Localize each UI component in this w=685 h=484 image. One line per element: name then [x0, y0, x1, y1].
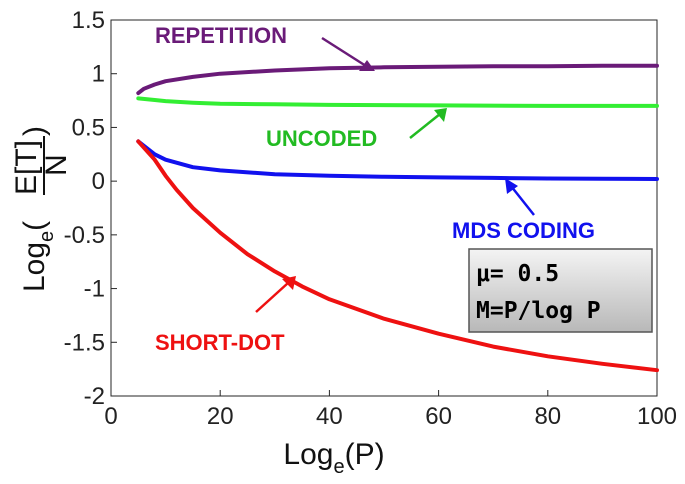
x-axis-label: Loge(P)	[283, 438, 384, 478]
y-tick-label: -1.5	[64, 329, 105, 356]
y-tick-label: 1	[92, 61, 105, 88]
x-tick-label: 40	[316, 403, 343, 430]
annotation-mds-coding-arrow	[510, 185, 535, 216]
y-axis-label-close-paren: )	[18, 126, 51, 136]
y-tick-label: -0.5	[64, 222, 105, 249]
y-axis-label-subscript: e	[36, 231, 58, 242]
annotation-mds-coding: MDS CODING	[452, 178, 595, 243]
parameter-box: μ= 0.5 M=P/log P	[468, 248, 653, 333]
annotation-short-dot-label: SHORT-DOT	[155, 330, 285, 355]
x-tick-label: 100	[637, 403, 677, 430]
annotation-uncoded-arrow	[409, 113, 441, 139]
y-tick-label: 0.5	[72, 114, 105, 141]
series-line-uncoded	[136, 96, 659, 108]
annotation-short-dot-arrowhead	[282, 276, 296, 290]
annotation-short-dot-arrow	[255, 282, 289, 313]
annotation-mds-coding-arrowhead	[505, 178, 518, 194]
annotation-uncoded-label: UNCODED	[266, 126, 377, 151]
series-line-mds-coding	[136, 139, 659, 181]
annotation-repetition-label: REPETITION	[155, 23, 287, 48]
x-tick-label: 80	[534, 403, 561, 430]
x-tick-label: 0	[104, 403, 117, 430]
y-axis-label-prefix: Loge(	[18, 221, 58, 292]
annotation-repetition-arrow	[321, 36, 367, 68]
parameter-m: M=P/log P	[476, 298, 601, 324]
y-axis-label-numerator: E[T]	[10, 140, 43, 195]
x-tick-label: 60	[425, 403, 452, 430]
y-axis-label-main: Log	[18, 242, 51, 292]
y-axis-label-open-paren: (	[18, 221, 51, 231]
parameter-mu: μ= 0.5	[476, 261, 559, 287]
y-tick-label: -1	[84, 276, 105, 303]
annotation-mds-coding-label: MDS CODING	[452, 218, 595, 243]
annotation-uncoded: UNCODED	[266, 108, 447, 151]
annotation-short-dot: SHORT-DOT	[155, 276, 296, 355]
annotation-uncoded-arrowhead	[434, 108, 447, 122]
x-tick-label: 20	[207, 403, 234, 430]
x-axis-label-main: Log	[283, 438, 333, 471]
plot-area	[110, 19, 658, 397]
y-tick-label: 1.5	[72, 7, 105, 34]
y-tick-label: 0	[92, 168, 105, 195]
ticks-layer: 0 20 40 60 80 100 1.5 1 0.5 0 -0.5 -1 -1.5 -2	[64, 7, 677, 430]
annotation-repetition-arrowhead	[359, 60, 375, 71]
y-axis-label: Loge( E[T] N )	[10, 126, 73, 292]
x-axis-label-subscript: e	[333, 456, 344, 478]
x-axis-label-tail: (P)	[345, 438, 385, 471]
y-tick-label: -2	[84, 383, 105, 410]
annotation-repetition: REPETITION	[155, 23, 375, 71]
series-line-repetition	[136, 63, 659, 96]
y-axis-label-denominator: N	[40, 154, 73, 176]
parameter-box-background	[468, 248, 653, 333]
